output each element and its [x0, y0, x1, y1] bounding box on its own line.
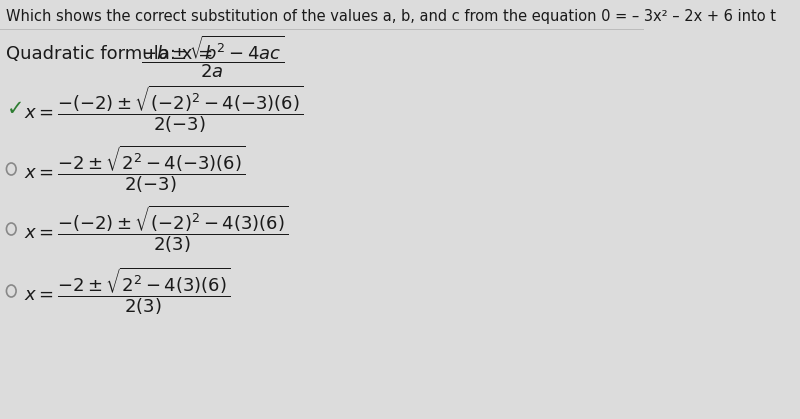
Text: ✓: ✓: [6, 99, 24, 119]
Text: $x = \dfrac{-(-2) \pm \sqrt{(-2)^2 - 4(-3)(6)}}{2(-3)}$: $x = \dfrac{-(-2) \pm \sqrt{(-2)^2 - 4(-…: [24, 83, 304, 135]
Text: Which shows the correct substitution of the values a, b, and c from the equation: Which shows the correct substitution of …: [6, 9, 777, 24]
Text: Quadratic formula: x =: Quadratic formula: x =: [6, 45, 219, 63]
Text: $x = \dfrac{-2 \pm \sqrt{2^2 - 4(3)(6)}}{2(3)}$: $x = \dfrac{-2 \pm \sqrt{2^2 - 4(3)(6)}}…: [24, 265, 230, 317]
Text: $x = \dfrac{-2 \pm \sqrt{2^2 - 4(-3)(6)}}{2(-3)}$: $x = \dfrac{-2 \pm \sqrt{2^2 - 4(-3)(6)}…: [24, 143, 246, 195]
Text: $\dfrac{-b \pm \sqrt{b^2 - 4ac}}{2a}$: $\dfrac{-b \pm \sqrt{b^2 - 4ac}}{2a}$: [141, 34, 284, 80]
Text: $x = \dfrac{-(-2) \pm \sqrt{(-2)^2 - 4(3)(6)}}{2(3)}$: $x = \dfrac{-(-2) \pm \sqrt{(-2)^2 - 4(3…: [24, 203, 289, 255]
